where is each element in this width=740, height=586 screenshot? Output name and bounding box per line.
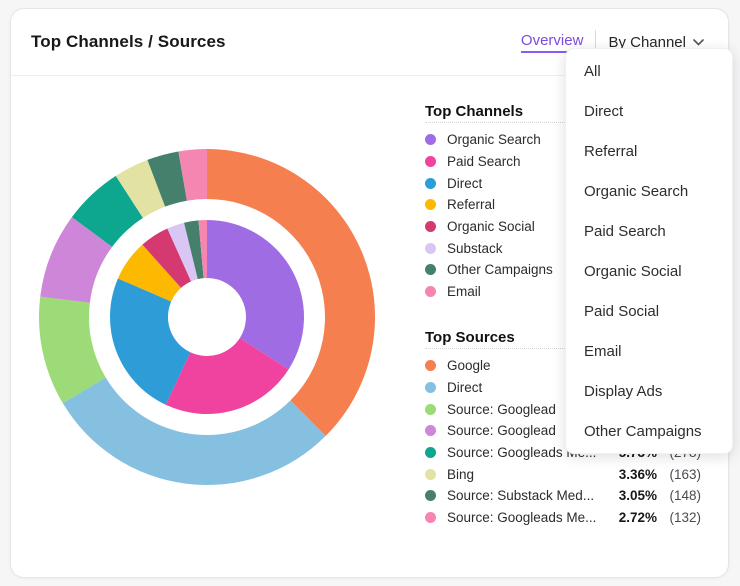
overview-tab[interactable]: Overview xyxy=(520,32,584,53)
dropdown-menu-item[interactable]: Display Ads xyxy=(584,382,663,400)
donut-segment-sources-source-googlead-2[interactable] xyxy=(40,217,113,303)
legend-label: Bing xyxy=(447,466,475,482)
legend-label: Source: Googleads Me... xyxy=(447,510,597,526)
legend-row[interactable]: Organic Social xyxy=(425,216,701,238)
legend-percent: 3.05% xyxy=(618,488,657,504)
legend-label: Organic Search xyxy=(447,132,541,148)
legend-color-dot xyxy=(425,177,436,189)
legend-row[interactable]: Source: Googleads Me... 2.72% (132) xyxy=(425,507,701,529)
legend-heading-channels: Top Channels xyxy=(425,103,701,123)
chevron-down-icon xyxy=(693,38,704,45)
donut-segment-sources-source-substack-med[interactable] xyxy=(147,151,187,207)
donut-segment-sources-direct[interactable] xyxy=(62,377,326,485)
legend-color-dot xyxy=(425,425,436,437)
donut-segment-sources-source-googleads-me-2[interactable] xyxy=(178,149,207,201)
donut-segment-channels-referral[interactable] xyxy=(117,244,182,302)
legend-count: (148) xyxy=(669,488,701,504)
donut-segment-channels-substack[interactable] xyxy=(167,222,198,282)
legend-label: Email xyxy=(447,284,481,300)
donut-segment-sources-bing[interactable] xyxy=(115,159,166,218)
legend-label: Google xyxy=(447,358,491,374)
page-title: Top Channels / Sources xyxy=(31,32,226,51)
donut-segment-sources-google[interactable] xyxy=(207,149,375,436)
legend-color-dot xyxy=(425,264,436,276)
dropdown-menu-item[interactable]: Organic Search xyxy=(584,182,689,200)
filter-label: By Channel xyxy=(608,33,686,51)
legend-row[interactable]: Substack xyxy=(425,237,701,259)
donut-segment-channels-other-campaigns[interactable] xyxy=(184,220,204,280)
legend-label: Referral xyxy=(447,197,496,213)
legend-label: Organic Social xyxy=(447,219,535,235)
donut-segment-channels-organic-search[interactable] xyxy=(207,220,304,370)
header-divider xyxy=(595,30,597,54)
legend-label: Source: Googleads Me... xyxy=(447,445,597,461)
dropdown-menu-item[interactable]: Direct xyxy=(584,102,624,120)
legend-count: (132) xyxy=(669,510,701,526)
legend-label: Paid Search xyxy=(447,154,521,170)
legend-color-dot xyxy=(425,447,436,459)
legend-rows-sources: Google Direct Source: Googlead Source: G… xyxy=(425,355,701,529)
legend-color-dot xyxy=(425,360,436,372)
donut-segment-channels-email[interactable] xyxy=(198,220,207,279)
legend-top-channels: Top Channels Organic Search Paid Search … xyxy=(425,103,701,303)
legend-row[interactable]: Bing 3.36% (163) xyxy=(425,463,701,485)
legend-rows-channels: Organic Search Paid Search Direct Referr… xyxy=(425,129,701,303)
legend-label: Direct xyxy=(447,175,483,191)
legend-row[interactable]: Google xyxy=(425,355,701,377)
legend-label: Source: Googlead xyxy=(447,423,556,439)
legend-label: Source: Substack Med... xyxy=(447,488,595,504)
by-channel-dropdown-toggle[interactable]: By Channel xyxy=(608,34,704,51)
donut-chart xyxy=(39,149,375,485)
legend-label: Substack xyxy=(447,240,503,256)
legend-row[interactable]: Other Campaigns xyxy=(425,259,701,281)
legend-percent: 3.36% xyxy=(618,466,657,482)
legend-row[interactable]: Referral xyxy=(425,194,701,216)
legend-color-dot xyxy=(425,199,436,211)
legend-color-dot xyxy=(425,134,436,146)
header-controls: Overview By Channel xyxy=(520,30,704,54)
legend-row[interactable]: Direct xyxy=(425,172,701,194)
dropdown-menu-item[interactable]: Email xyxy=(584,342,622,360)
legend-color-dot xyxy=(425,382,436,394)
dropdown-menu-item[interactable]: All xyxy=(584,62,601,80)
dropdown-menu-item[interactable]: Paid Social xyxy=(584,302,660,320)
legend-row[interactable]: Paid Search xyxy=(425,151,701,173)
legend-color-dot xyxy=(425,468,436,480)
dropdown-menu-item[interactable]: Referral xyxy=(584,142,638,160)
dropdown-menu-item[interactable]: Other Campaigns xyxy=(584,422,702,440)
donut-segment-sources-source-googlead[interactable] xyxy=(39,296,106,404)
legend-color-dot xyxy=(425,512,436,524)
card-header: Top Channels / Sources Overview By Chann… xyxy=(11,9,728,76)
legend-top-sources: Top Sources Google Direct Source: Google… xyxy=(425,329,701,529)
legend-row[interactable]: Direct xyxy=(425,377,701,399)
legend-row[interactable]: Email xyxy=(425,281,701,303)
dropdown-menu-item[interactable]: Paid Search xyxy=(584,222,666,240)
legend-count: (163) xyxy=(669,466,701,482)
legend-row[interactable]: Source: Googlead xyxy=(425,420,701,442)
legend-color-dot xyxy=(425,156,436,168)
dropdown-menu-item[interactable]: Organic Social xyxy=(584,262,682,280)
legend-heading-sources: Top Sources xyxy=(425,329,701,349)
legend-label: Other Campaigns xyxy=(447,262,553,278)
legend-color-dot xyxy=(425,490,436,502)
legend-row[interactable]: Source: Googlead xyxy=(425,398,701,420)
legend-label: Source: Googlead xyxy=(447,401,556,417)
legend-color-dot xyxy=(425,403,436,415)
legend-percent: 2.72% xyxy=(618,510,657,526)
legend-row[interactable]: Source: Substack Med... 3.05% (148) xyxy=(425,485,701,507)
donut-segment-channels-direct[interactable] xyxy=(110,278,191,405)
legend-color-dot xyxy=(425,286,436,298)
legend-color-dot xyxy=(425,221,436,233)
donut-segment-sources-source-googleads-me[interactable] xyxy=(71,175,143,247)
donut-segment-channels-organic-social[interactable] xyxy=(142,228,192,288)
donut-segment-channels-paid-search[interactable] xyxy=(165,338,289,414)
by-channel-dropdown-menu: All Direct Referral Organic Search Paid … xyxy=(565,48,733,454)
legend-color-dot xyxy=(425,242,436,254)
legend-label: Direct xyxy=(447,380,483,396)
legend-row[interactable]: Organic Search xyxy=(425,129,701,151)
